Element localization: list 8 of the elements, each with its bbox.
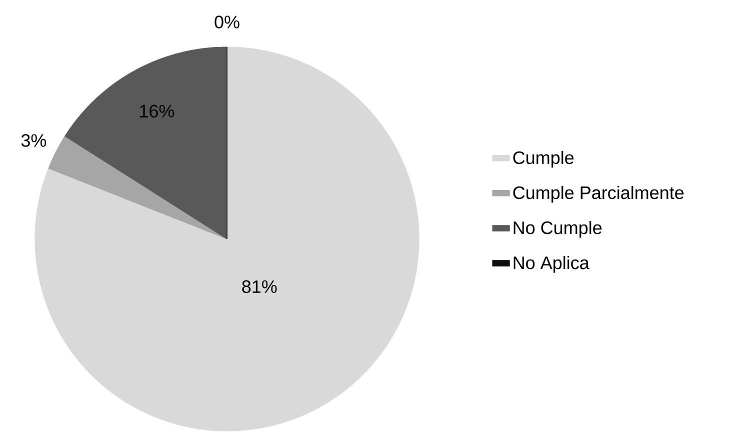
legend-label: No Cumple [514, 220, 602, 238]
legend-label: No Aplica [514, 256, 590, 273]
legend-label: Cumple Parcialmente [513, 186, 684, 203]
data-label: 16% [140, 104, 174, 118]
text: 0% [214, 16, 240, 28]
legend-label: Cumple [513, 150, 574, 168]
data-label: 3% [21, 134, 46, 147]
data-label: 81% [242, 280, 277, 294]
